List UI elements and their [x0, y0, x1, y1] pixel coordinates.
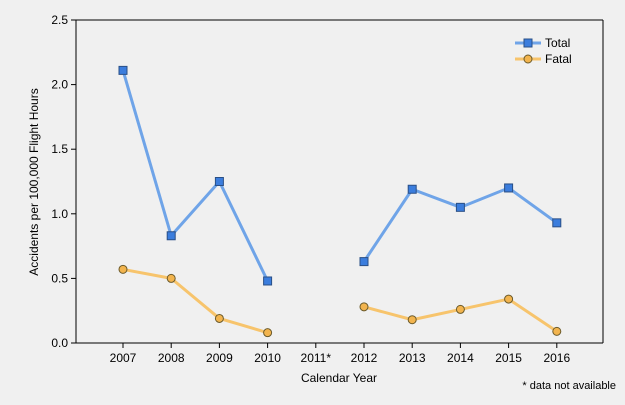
fatal-point: [552, 326, 562, 336]
fatal-point: [407, 315, 417, 325]
y-tick-label: 2.5: [51, 13, 68, 27]
fatal-point: [359, 302, 369, 312]
fatal-point: [166, 273, 176, 283]
fatal-point: [118, 264, 128, 274]
total-series-line: [362, 186, 558, 263]
legend-fatal-label: Fatal: [545, 52, 572, 66]
total-point: [455, 202, 465, 212]
x-tick-label: 2014: [447, 351, 474, 365]
x-tick-label: 2007: [110, 351, 137, 365]
y-tick-label: 0.0: [51, 336, 68, 350]
x-axis-label: Calendar Year: [301, 371, 377, 385]
total-point: [214, 177, 224, 186]
legend-total-marker: [523, 38, 533, 48]
x-tick-label: 2012: [351, 351, 378, 365]
x-axis-ticks: 2007 2008 2009 2010 2011* 2012 2013 2014 2015 201…: [110, 343, 570, 365]
x-tick-label: 2015: [495, 351, 522, 365]
y-axis-label: Accidents per 100,000 Flight Hours: [27, 88, 41, 275]
legend-fatal-marker: [523, 54, 533, 64]
total-point: [166, 231, 176, 241]
total-point: [359, 257, 369, 267]
total-point: [552, 218, 562, 228]
y-axis-ticks: 0.0 0.5 1.0 1.5 2.0 2.5: [51, 13, 76, 350]
legend-total-label: Total: [545, 36, 570, 50]
fatal-series-line: [122, 267, 269, 335]
x-tick-label: 2010: [254, 351, 281, 365]
fatal-series-line: [363, 297, 558, 333]
fatal-point: [263, 328, 273, 338]
y-tick-label: 2.0: [51, 78, 68, 92]
y-tick-label: 0.5: [51, 271, 68, 285]
total-point: [504, 183, 514, 193]
y-tick-label: 1.0: [51, 207, 68, 221]
fatal-point: [214, 313, 224, 323]
x-tick-label: 2011*: [301, 351, 332, 365]
fatal-point: [455, 304, 465, 314]
series-layer: [118, 65, 562, 338]
legend: Total Fatal: [515, 36, 572, 66]
x-tick-label: 2009: [206, 351, 233, 365]
x-tick-label: 2016: [543, 351, 570, 365]
total-point: [263, 276, 273, 286]
fatal-point: [504, 294, 514, 304]
y-tick-label: 1.5: [51, 142, 68, 156]
total-point: [118, 65, 128, 75]
x-tick-label: 2008: [158, 351, 185, 365]
total-point: [407, 184, 417, 194]
footnote: * data not available: [522, 380, 616, 392]
x-tick-label: 2013: [399, 351, 426, 365]
total-series-line: [121, 69, 269, 282]
